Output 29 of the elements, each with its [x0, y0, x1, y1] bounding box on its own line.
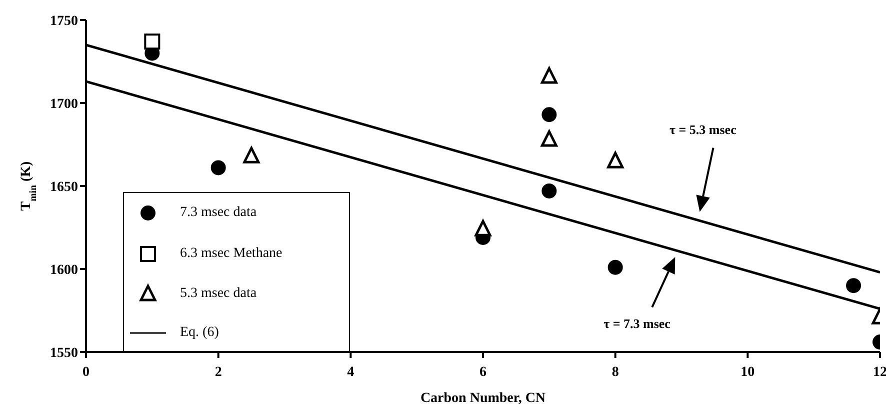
x-tick-label: 6: [480, 364, 486, 380]
legend-label: 6.3 msec Methane: [180, 246, 282, 262]
point: [243, 146, 260, 164]
x-tick-label: 4: [347, 364, 354, 380]
x-tick-label: 8: [612, 364, 619, 380]
point: [542, 183, 557, 198]
x-tick-label: 2: [214, 364, 222, 380]
point: [540, 67, 558, 84]
point: [540, 130, 558, 147]
point: [608, 260, 623, 275]
annotation: τ = 5.3 msec: [670, 122, 737, 137]
legend-label: 5.3 msec data: [180, 286, 257, 302]
y-tick-label: 1700: [50, 96, 78, 112]
point: [210, 160, 226, 176]
x-tick-label: 0: [82, 364, 90, 380]
point: [144, 34, 160, 50]
y-tick-label: 1750: [50, 14, 78, 29]
point: [474, 220, 492, 236]
annotation: τ = 7.3 msec: [604, 316, 671, 332]
legend-label: Eq. (6): [180, 324, 219, 341]
x-axis-title: Carbon Number, CN: [420, 391, 546, 406]
y-tick-label: 1650: [50, 180, 78, 195]
y-tick-label: 1600: [50, 262, 78, 278]
x-tick-label: 10: [740, 364, 755, 380]
point: [607, 152, 624, 168]
legend-label: 7.3 msec data: [180, 205, 257, 221]
point: [542, 107, 557, 122]
y-tick-label: 1550: [50, 346, 78, 361]
point: [846, 278, 862, 294]
